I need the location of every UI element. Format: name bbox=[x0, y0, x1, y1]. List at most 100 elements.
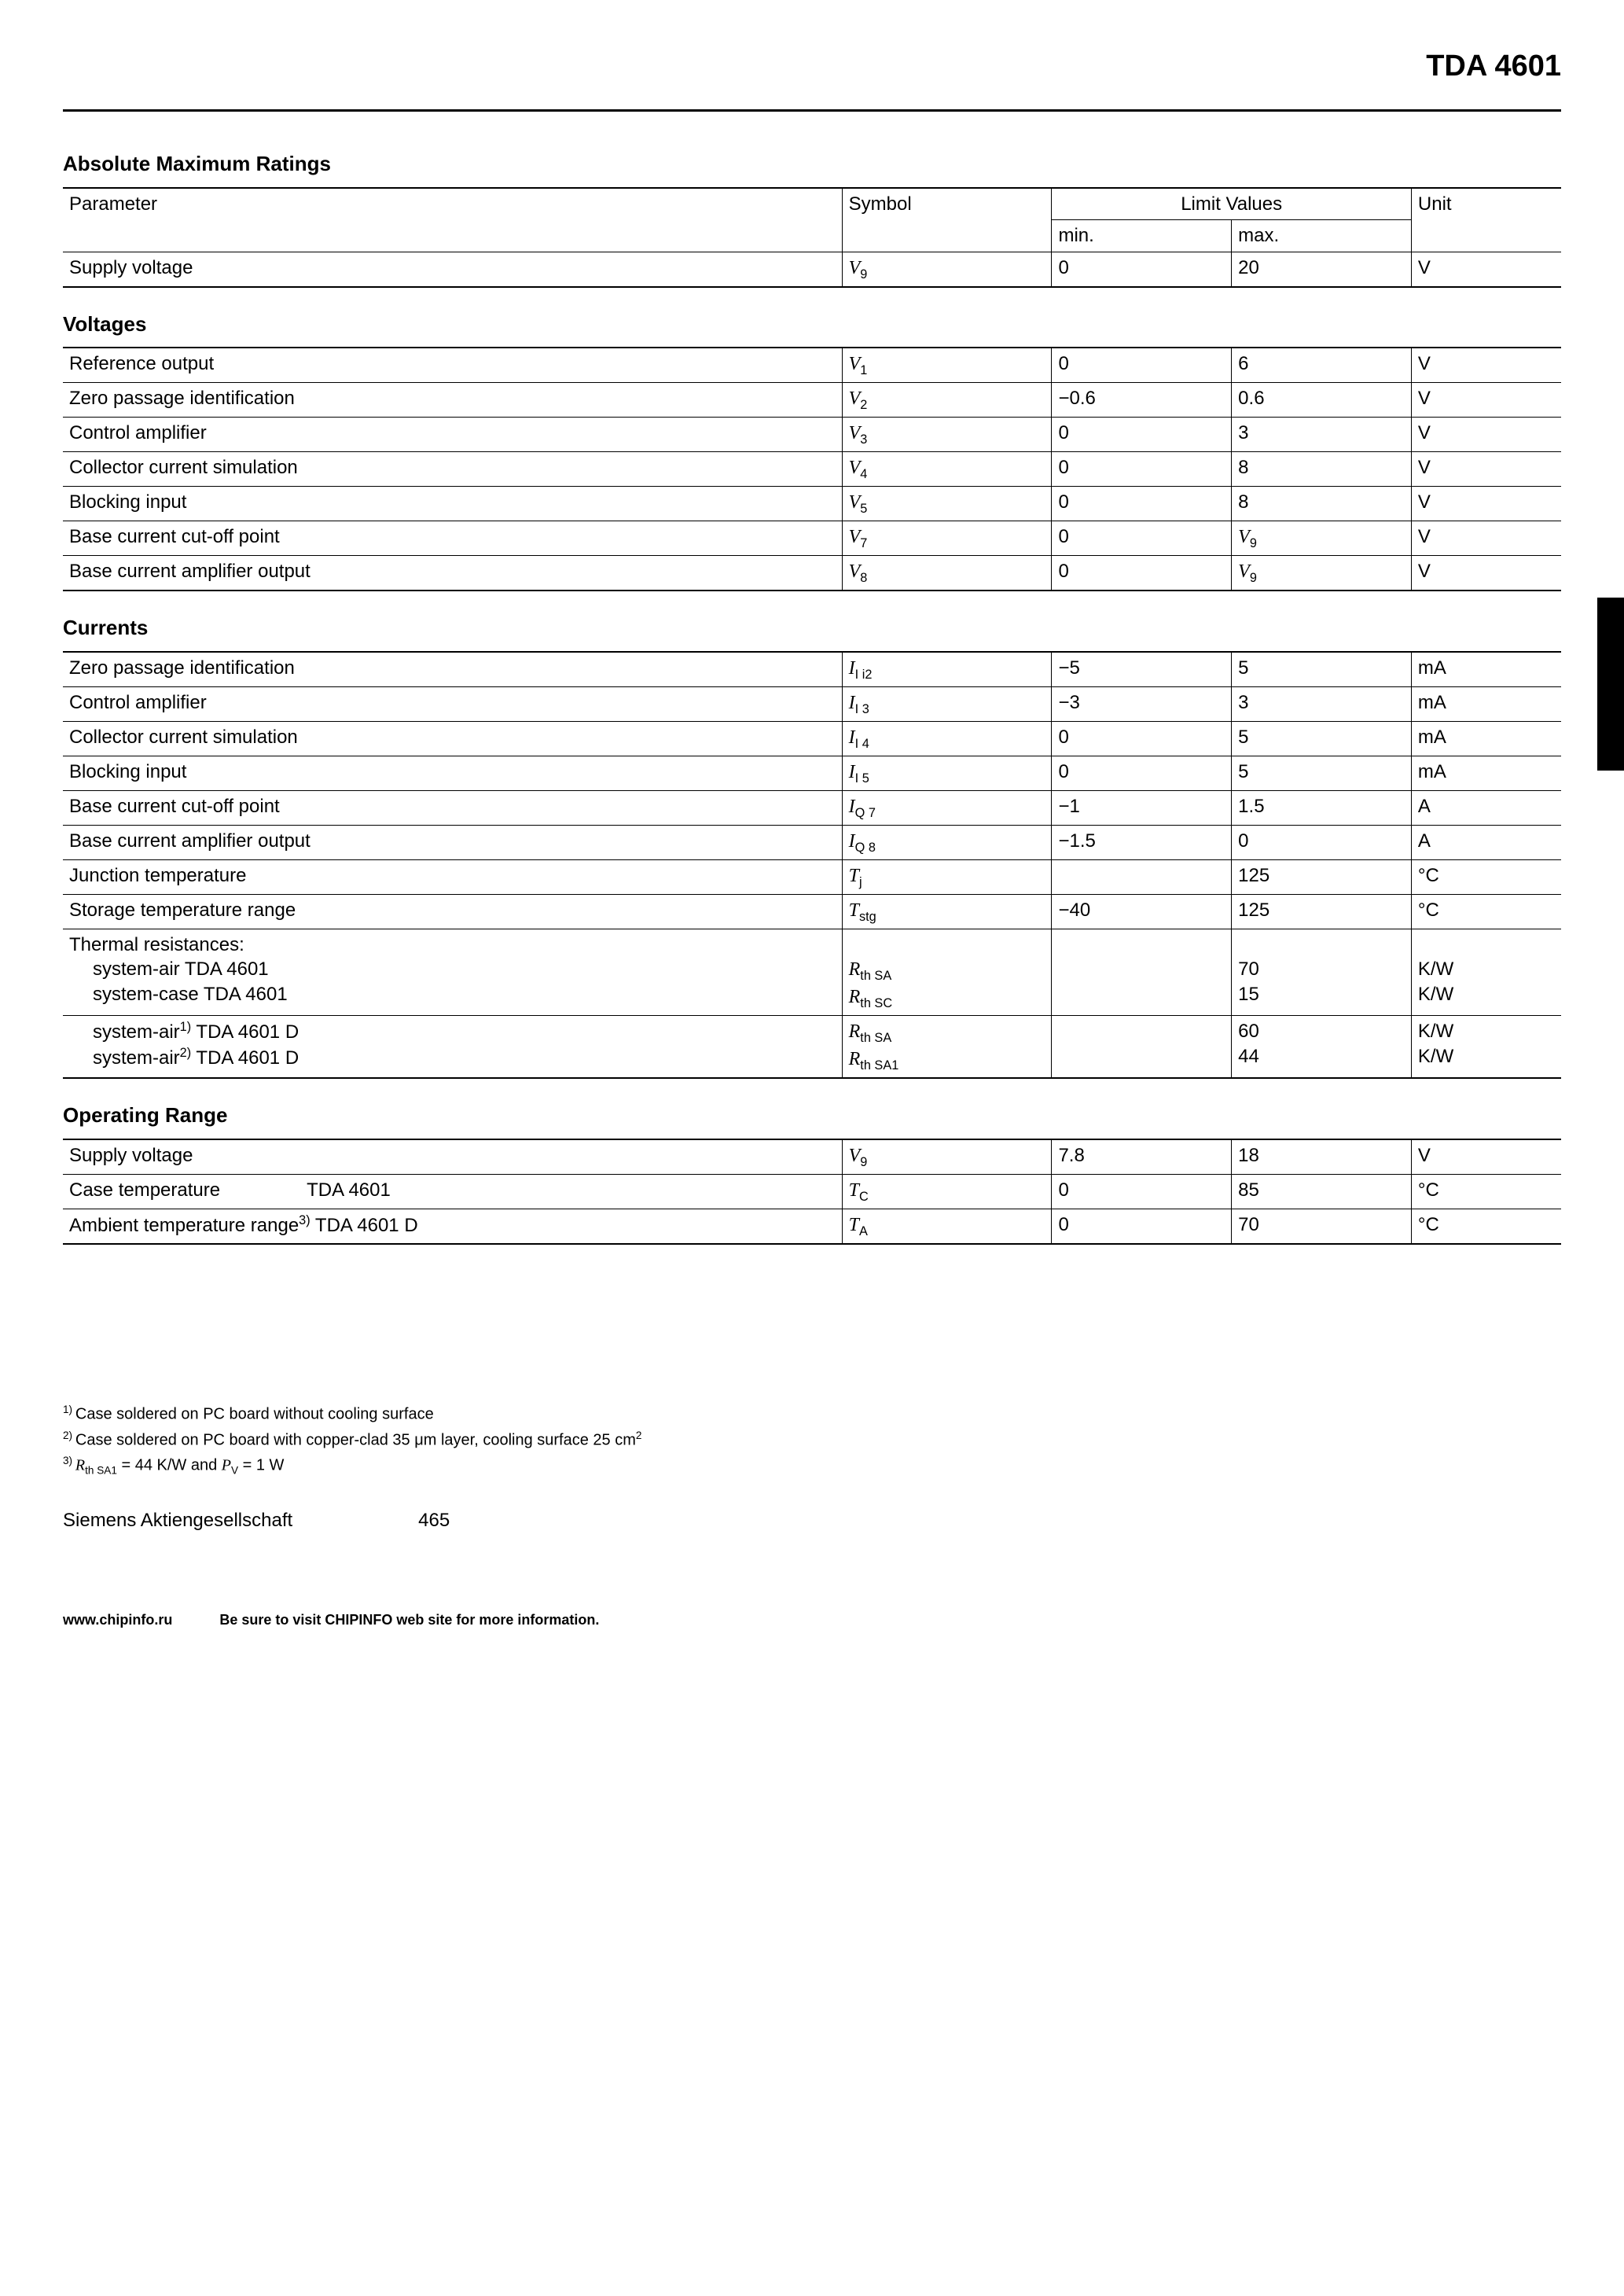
cell-max: V9 bbox=[1232, 556, 1412, 591]
footnote-2-text-a: Case soldered on PC board with copper-cl… bbox=[75, 1431, 414, 1448]
cell-symbol: V2 bbox=[842, 383, 1052, 418]
cell-max: 125 bbox=[1232, 860, 1412, 895]
cell-symbol: Tstg bbox=[842, 895, 1052, 929]
footer-url: www.chipinfo.ru bbox=[63, 1611, 172, 1629]
cell-min: −1.5 bbox=[1052, 826, 1232, 860]
cell-min: −0.6 bbox=[1052, 383, 1232, 418]
cell-symbol: V9 bbox=[842, 252, 1052, 287]
footnote-2: 2) Case soldered on PC board with copper… bbox=[63, 1428, 1561, 1452]
cell-max: 3 bbox=[1232, 418, 1412, 452]
section-voltages-title: Voltages bbox=[63, 311, 1561, 338]
cell-unit: V bbox=[1411, 383, 1561, 418]
footnote-2-marker: 2) bbox=[63, 1429, 75, 1441]
cell-unit: mA bbox=[1411, 756, 1561, 791]
cell-param: Blocking input bbox=[63, 487, 842, 521]
cell-max: 5 bbox=[1232, 756, 1412, 791]
cell-min: 0 bbox=[1052, 418, 1232, 452]
cell-unit: mA bbox=[1411, 722, 1561, 756]
cell-unit: mA bbox=[1411, 652, 1561, 687]
cell-symbol: V3 bbox=[842, 418, 1052, 452]
cell-max: 6044 bbox=[1232, 1016, 1412, 1079]
cell-param: Thermal resistances:system-air TDA 4601s… bbox=[63, 929, 842, 1016]
cell-param: Supply voltage bbox=[63, 1139, 842, 1175]
footnote-3-r: R bbox=[75, 1457, 85, 1474]
cell-max: 18 bbox=[1232, 1139, 1412, 1175]
cell-unit: °C bbox=[1411, 860, 1561, 895]
footnotes: 1) Case soldered on PC board without coo… bbox=[63, 1402, 1561, 1479]
cell-symbol: II 3 bbox=[842, 687, 1052, 722]
cell-unit: mA bbox=[1411, 687, 1561, 722]
cell-param: Reference output bbox=[63, 348, 842, 383]
footnote-3-d: = 1 W bbox=[238, 1457, 284, 1474]
cell-min: 0 bbox=[1052, 452, 1232, 487]
cell-symbol: V7 bbox=[842, 521, 1052, 556]
cell-unit: V bbox=[1411, 348, 1561, 383]
cell-min: −3 bbox=[1052, 687, 1232, 722]
cell-symbol: II 4 bbox=[842, 722, 1052, 756]
footnote-3-sub2: V bbox=[231, 1465, 238, 1477]
cell-min: 0 bbox=[1052, 521, 1232, 556]
cell-symbol: V5 bbox=[842, 487, 1052, 521]
table-row: Storage temperature rangeTstg−40125°C bbox=[63, 895, 1561, 929]
cell-min: 0 bbox=[1052, 1209, 1232, 1245]
bottom-bar: www.chipinfo.ru Be sure to visit CHIPINF… bbox=[63, 1611, 1561, 1629]
footer-line: Siemens Aktiengesellschaft 465 bbox=[63, 1508, 1561, 1533]
cell-min bbox=[1052, 860, 1232, 895]
section-operating-title: Operating Range bbox=[63, 1102, 1561, 1129]
page-title: TDA 4601 bbox=[63, 47, 1561, 86]
cell-max: 8 bbox=[1232, 452, 1412, 487]
footer-msg: Be sure to visit CHIPINFO web site for m… bbox=[219, 1611, 599, 1629]
table-row: Collector current simulationV408V bbox=[63, 452, 1561, 487]
cell-min: 0 bbox=[1052, 722, 1232, 756]
cell-param: Control amplifier bbox=[63, 418, 842, 452]
cell-param: Storage temperature range bbox=[63, 895, 842, 929]
cell-min: −1 bbox=[1052, 791, 1232, 826]
section-currents-title: Currents bbox=[63, 615, 1561, 642]
cell-param: Control amplifier bbox=[63, 687, 842, 722]
footnote-1-text: Case soldered on PC board without coolin… bbox=[75, 1406, 434, 1423]
footnote-1: 1) Case soldered on PC board without coo… bbox=[63, 1402, 1561, 1426]
table-row: Control amplifierV303V bbox=[63, 418, 1561, 452]
footnote-2-text-b: μm layer, cooling surface 25 cm bbox=[414, 1431, 636, 1448]
table-row: Thermal resistances:system-air TDA 4601s… bbox=[63, 929, 1561, 1016]
table-row: Supply voltageV9020V bbox=[63, 252, 1561, 287]
table-voltages: Reference outputV106VZero passage identi… bbox=[63, 347, 1561, 591]
footnote-2-sup: 2 bbox=[636, 1429, 642, 1441]
cell-param: system-air1) TDA 4601 Dsystem-air2) TDA … bbox=[63, 1016, 842, 1079]
cell-max: V9 bbox=[1232, 521, 1412, 556]
cell-symbol: TA bbox=[842, 1209, 1052, 1245]
table-row: Base current cut-off pointV70V9V bbox=[63, 521, 1561, 556]
cell-param: Case temperatureTDA 4601 bbox=[63, 1175, 842, 1209]
cell-param: Supply voltage bbox=[63, 252, 842, 287]
table-row: Blocking inputII 505mA bbox=[63, 756, 1561, 791]
table-row: system-air1) TDA 4601 Dsystem-air2) TDA … bbox=[63, 1016, 1561, 1079]
cell-unit: A bbox=[1411, 791, 1561, 826]
cell-symbol: Rth SARth SA1 bbox=[842, 1016, 1052, 1079]
cell-symbol: IQ 7 bbox=[842, 791, 1052, 826]
cell-param: Zero passage identification bbox=[63, 652, 842, 687]
cell-max: 5 bbox=[1232, 652, 1412, 687]
cell-min bbox=[1052, 929, 1232, 1016]
cell-unit: K/WK/W bbox=[1411, 1016, 1561, 1079]
cell-symbol: Tj bbox=[842, 860, 1052, 895]
cell-symbol: II i2 bbox=[842, 652, 1052, 687]
cell-unit: V bbox=[1411, 556, 1561, 591]
header-rule bbox=[63, 109, 1561, 112]
cell-param: Base current cut-off point bbox=[63, 791, 842, 826]
cell-param: Zero passage identification bbox=[63, 383, 842, 418]
cell-unit: V bbox=[1411, 1139, 1561, 1175]
hdr-symbol: Symbol bbox=[842, 188, 1052, 252]
cell-symbol: V9 bbox=[842, 1139, 1052, 1175]
hdr-min: min. bbox=[1052, 220, 1232, 252]
footnote-3-p: P bbox=[222, 1457, 231, 1474]
table-row: Control amplifierII 3−33mA bbox=[63, 687, 1561, 722]
table-row: Junction temperatureTj125°C bbox=[63, 860, 1561, 895]
cell-max: 20 bbox=[1232, 252, 1412, 287]
cell-unit: °C bbox=[1411, 1175, 1561, 1209]
cell-unit: °C bbox=[1411, 1209, 1561, 1245]
cell-param: Base current amplifier output bbox=[63, 556, 842, 591]
table-row: Reference outputV106V bbox=[63, 348, 1561, 383]
footer-company: Siemens Aktiengesellschaft bbox=[63, 1508, 292, 1533]
cell-max: 3 bbox=[1232, 687, 1412, 722]
table-currents: Zero passage identificationII i2−55mACon… bbox=[63, 651, 1561, 1079]
